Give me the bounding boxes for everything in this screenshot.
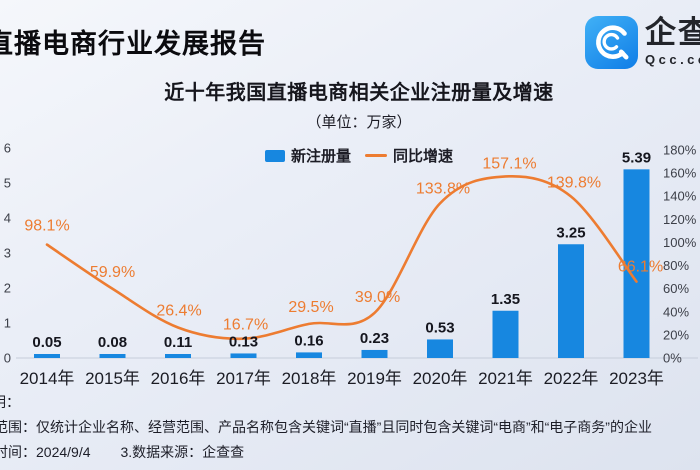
bar-value-label: 0.16 xyxy=(294,332,323,349)
y-axis-right-tick: 20% xyxy=(663,327,689,342)
bar-2020年 xyxy=(427,339,453,358)
growth-rate-label: 98.1% xyxy=(24,218,69,235)
bar-2017年 xyxy=(230,353,257,358)
chart-title: 近十年我国直播电商相关企业注册量及增速 xyxy=(164,82,554,104)
x-axis-label: 2021年 xyxy=(478,369,533,388)
y-axis-right-tick: 40% xyxy=(663,304,689,319)
note-line-1: 明： xyxy=(0,394,20,410)
qcc-logo-icon xyxy=(585,16,638,69)
y-axis-left-tick: 5 xyxy=(4,176,11,191)
qcc-logo-tagline: Qcc.com xyxy=(645,52,700,67)
line-legend-swatch xyxy=(365,154,387,157)
bar-legend-swatch xyxy=(264,149,285,162)
bar-value-label: 3.25 xyxy=(556,224,585,241)
x-axis-label: 2018年 xyxy=(282,369,337,388)
bar-2022年 xyxy=(558,244,584,358)
x-axis-label: 2020年 xyxy=(413,369,468,388)
growth-rate-label: 16.7% xyxy=(223,317,268,334)
bar-value-label: 5.39 xyxy=(622,149,651,166)
growth-rate-label: 157.1% xyxy=(482,155,536,172)
bar-value-label: 0.13 xyxy=(229,333,258,350)
note-line-3: 时间：2024/9/4 3.数据来源：企查查 xyxy=(0,442,244,462)
bar-2023年 xyxy=(623,169,650,358)
growth-rate-label: 29.5% xyxy=(288,299,333,316)
bar-2015年 xyxy=(99,354,126,358)
y-axis-left-tick: 4 xyxy=(4,211,11,226)
legend-label-line: 同比增速 xyxy=(393,148,454,165)
bar-2014年 xyxy=(34,354,60,358)
bar-value-label: 0.23 xyxy=(360,330,389,347)
qcc-logo: 企查查 Qcc.com xyxy=(585,16,700,69)
report-title: 直播电商行业发展报告 xyxy=(0,29,266,59)
note-data-source: 3.数据来源：企查查 xyxy=(120,444,245,460)
y-axis-left-tick: 6 xyxy=(4,141,11,156)
growth-line xyxy=(45,174,638,341)
qcc-logo-name: 企查查 xyxy=(645,15,700,50)
legend-label-bar: 新注册量 xyxy=(290,148,351,165)
x-axis-label: 2014年 xyxy=(20,369,75,388)
y-axis-right-tick: 100% xyxy=(663,235,697,250)
qcc-logo-text: 企查查 Qcc.com xyxy=(645,15,700,68)
growth-rate-label: 133.8% xyxy=(416,180,470,197)
y-axis-right-tick: 60% xyxy=(663,281,689,296)
y-axis-right-tick: 80% xyxy=(663,258,689,273)
chart-subtitle: （单位：万家） xyxy=(306,114,412,131)
chart-legend: 新注册量 同比增速 xyxy=(18,145,700,166)
bar-2018年 xyxy=(296,352,322,358)
bar-2019年 xyxy=(361,349,388,358)
y-axis-right-tick: 0% xyxy=(663,351,682,366)
bar-2016年 xyxy=(165,354,191,358)
legend-item-bar: 新注册量 xyxy=(264,145,351,166)
growth-rate-label: 26.4% xyxy=(156,302,201,319)
bar-value-label: 1.35 xyxy=(491,291,520,308)
note-stat-time: 时间：2024/9/4 xyxy=(0,444,91,460)
growth-rate-label: 39.0% xyxy=(355,289,400,306)
x-axis-label: 2023年 xyxy=(609,369,664,388)
magnifier-c-icon xyxy=(596,25,629,60)
x-axis-label: 2017年 xyxy=(216,369,271,388)
bar-value-label: 0.53 xyxy=(425,319,454,336)
growth-rate-label: 139.8% xyxy=(547,174,601,191)
x-axis-label: 2019年 xyxy=(347,369,402,388)
y-axis-left-tick: 0 xyxy=(4,351,11,366)
bar-value-label: 0.08 xyxy=(98,334,127,351)
x-axis-label: 2016年 xyxy=(151,369,206,388)
bar-2021年 xyxy=(492,310,519,358)
growth-rate-label: 59.9% xyxy=(90,264,135,281)
chart-header: 近十年我国直播电商相关企业注册量及增速 （单位：万家） 新注册量 同比增速 xyxy=(0,76,700,166)
y-axis-right-tick: 160% xyxy=(663,166,697,181)
y-axis-left-tick: 3 xyxy=(4,246,11,261)
y-axis-left-tick: 2 xyxy=(4,281,11,296)
bar-value-label: 0.11 xyxy=(164,334,192,351)
y-axis-left-tick: 1 xyxy=(4,316,11,331)
y-axis-right-tick: 140% xyxy=(663,189,697,204)
legend-item-line: 同比增速 xyxy=(365,145,453,166)
x-axis-label: 2022年 xyxy=(544,369,599,388)
bar-value-label: 0.05 xyxy=(32,334,61,351)
y-axis-right-tick: 180% xyxy=(663,143,697,158)
note-line-2: 范围：仅统计企业名称、经营范围、产品名称包含关键词“直播”且同时包含关键词“电商… xyxy=(0,419,652,435)
x-axis-label: 2015年 xyxy=(85,369,140,388)
growth-rate-label: 66.1% xyxy=(618,259,663,276)
y-axis-right-tick: 120% xyxy=(663,212,697,227)
